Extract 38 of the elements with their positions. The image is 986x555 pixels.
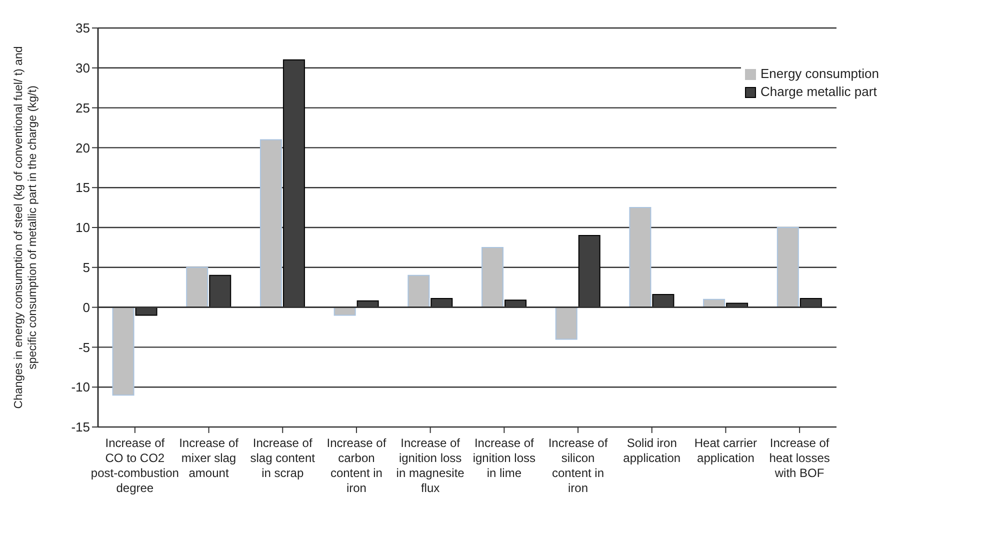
- bar: [135, 306, 158, 316]
- y-tick-label: 20: [76, 140, 90, 156]
- bar: [482, 246, 504, 308]
- x-tick-label: Increase of carbon content in iron: [326, 436, 387, 495]
- bar: [408, 274, 430, 308]
- y-tick-label: -15: [71, 420, 90, 435]
- x-tick-label: Increase of ignition loss in lime: [472, 436, 536, 480]
- y-tick-label: 5: [82, 260, 90, 276]
- y-tick-label: 35: [76, 20, 90, 36]
- y-tick-label: 15: [76, 180, 90, 196]
- y-axis-title: Changes in energy consumption of steel (kg of conventional fuel/ t) and specific consumption of metallic part in the charge (kg/t): [13, 46, 39, 409]
- x-tick-label: Increase of CO to CO2 post-combustion degree: [90, 436, 179, 495]
- bar: [260, 139, 282, 308]
- y-tick-label: -10: [71, 380, 90, 395]
- x-tick-label: Heat carrier application: [694, 436, 758, 465]
- bar: [652, 294, 674, 308]
- bar: [209, 274, 232, 308]
- x-tick-label: Increase of slag content in scrap: [250, 436, 316, 480]
- bar: [334, 306, 356, 316]
- y-tick-label: 10: [76, 220, 90, 236]
- bar: [776, 227, 799, 308]
- bar: [629, 207, 652, 308]
- bar: [555, 306, 578, 340]
- x-tick-label: Solid iron application: [623, 436, 681, 465]
- bar: [282, 59, 305, 308]
- bar: [186, 266, 208, 308]
- x-tick-label: Increase of heat losses with BOF: [769, 436, 830, 480]
- y-tick-label: 25: [76, 100, 90, 116]
- x-tick-label: Increase of mixer slag amount: [179, 436, 240, 480]
- legend-label: Charge metallic part: [760, 83, 877, 101]
- bar: [112, 306, 134, 396]
- bar: [578, 234, 600, 308]
- legend-label: Energy consumption: [760, 65, 879, 83]
- x-tick-label: Increase of silicon content in iron: [548, 436, 608, 495]
- y-tick-label: 0: [82, 300, 90, 315]
- x-tick-label: Increase of ignition loss in magnesite flux: [396, 436, 465, 495]
- y-tick-label: 30: [76, 60, 90, 76]
- y-tick-label: -5: [78, 340, 90, 355]
